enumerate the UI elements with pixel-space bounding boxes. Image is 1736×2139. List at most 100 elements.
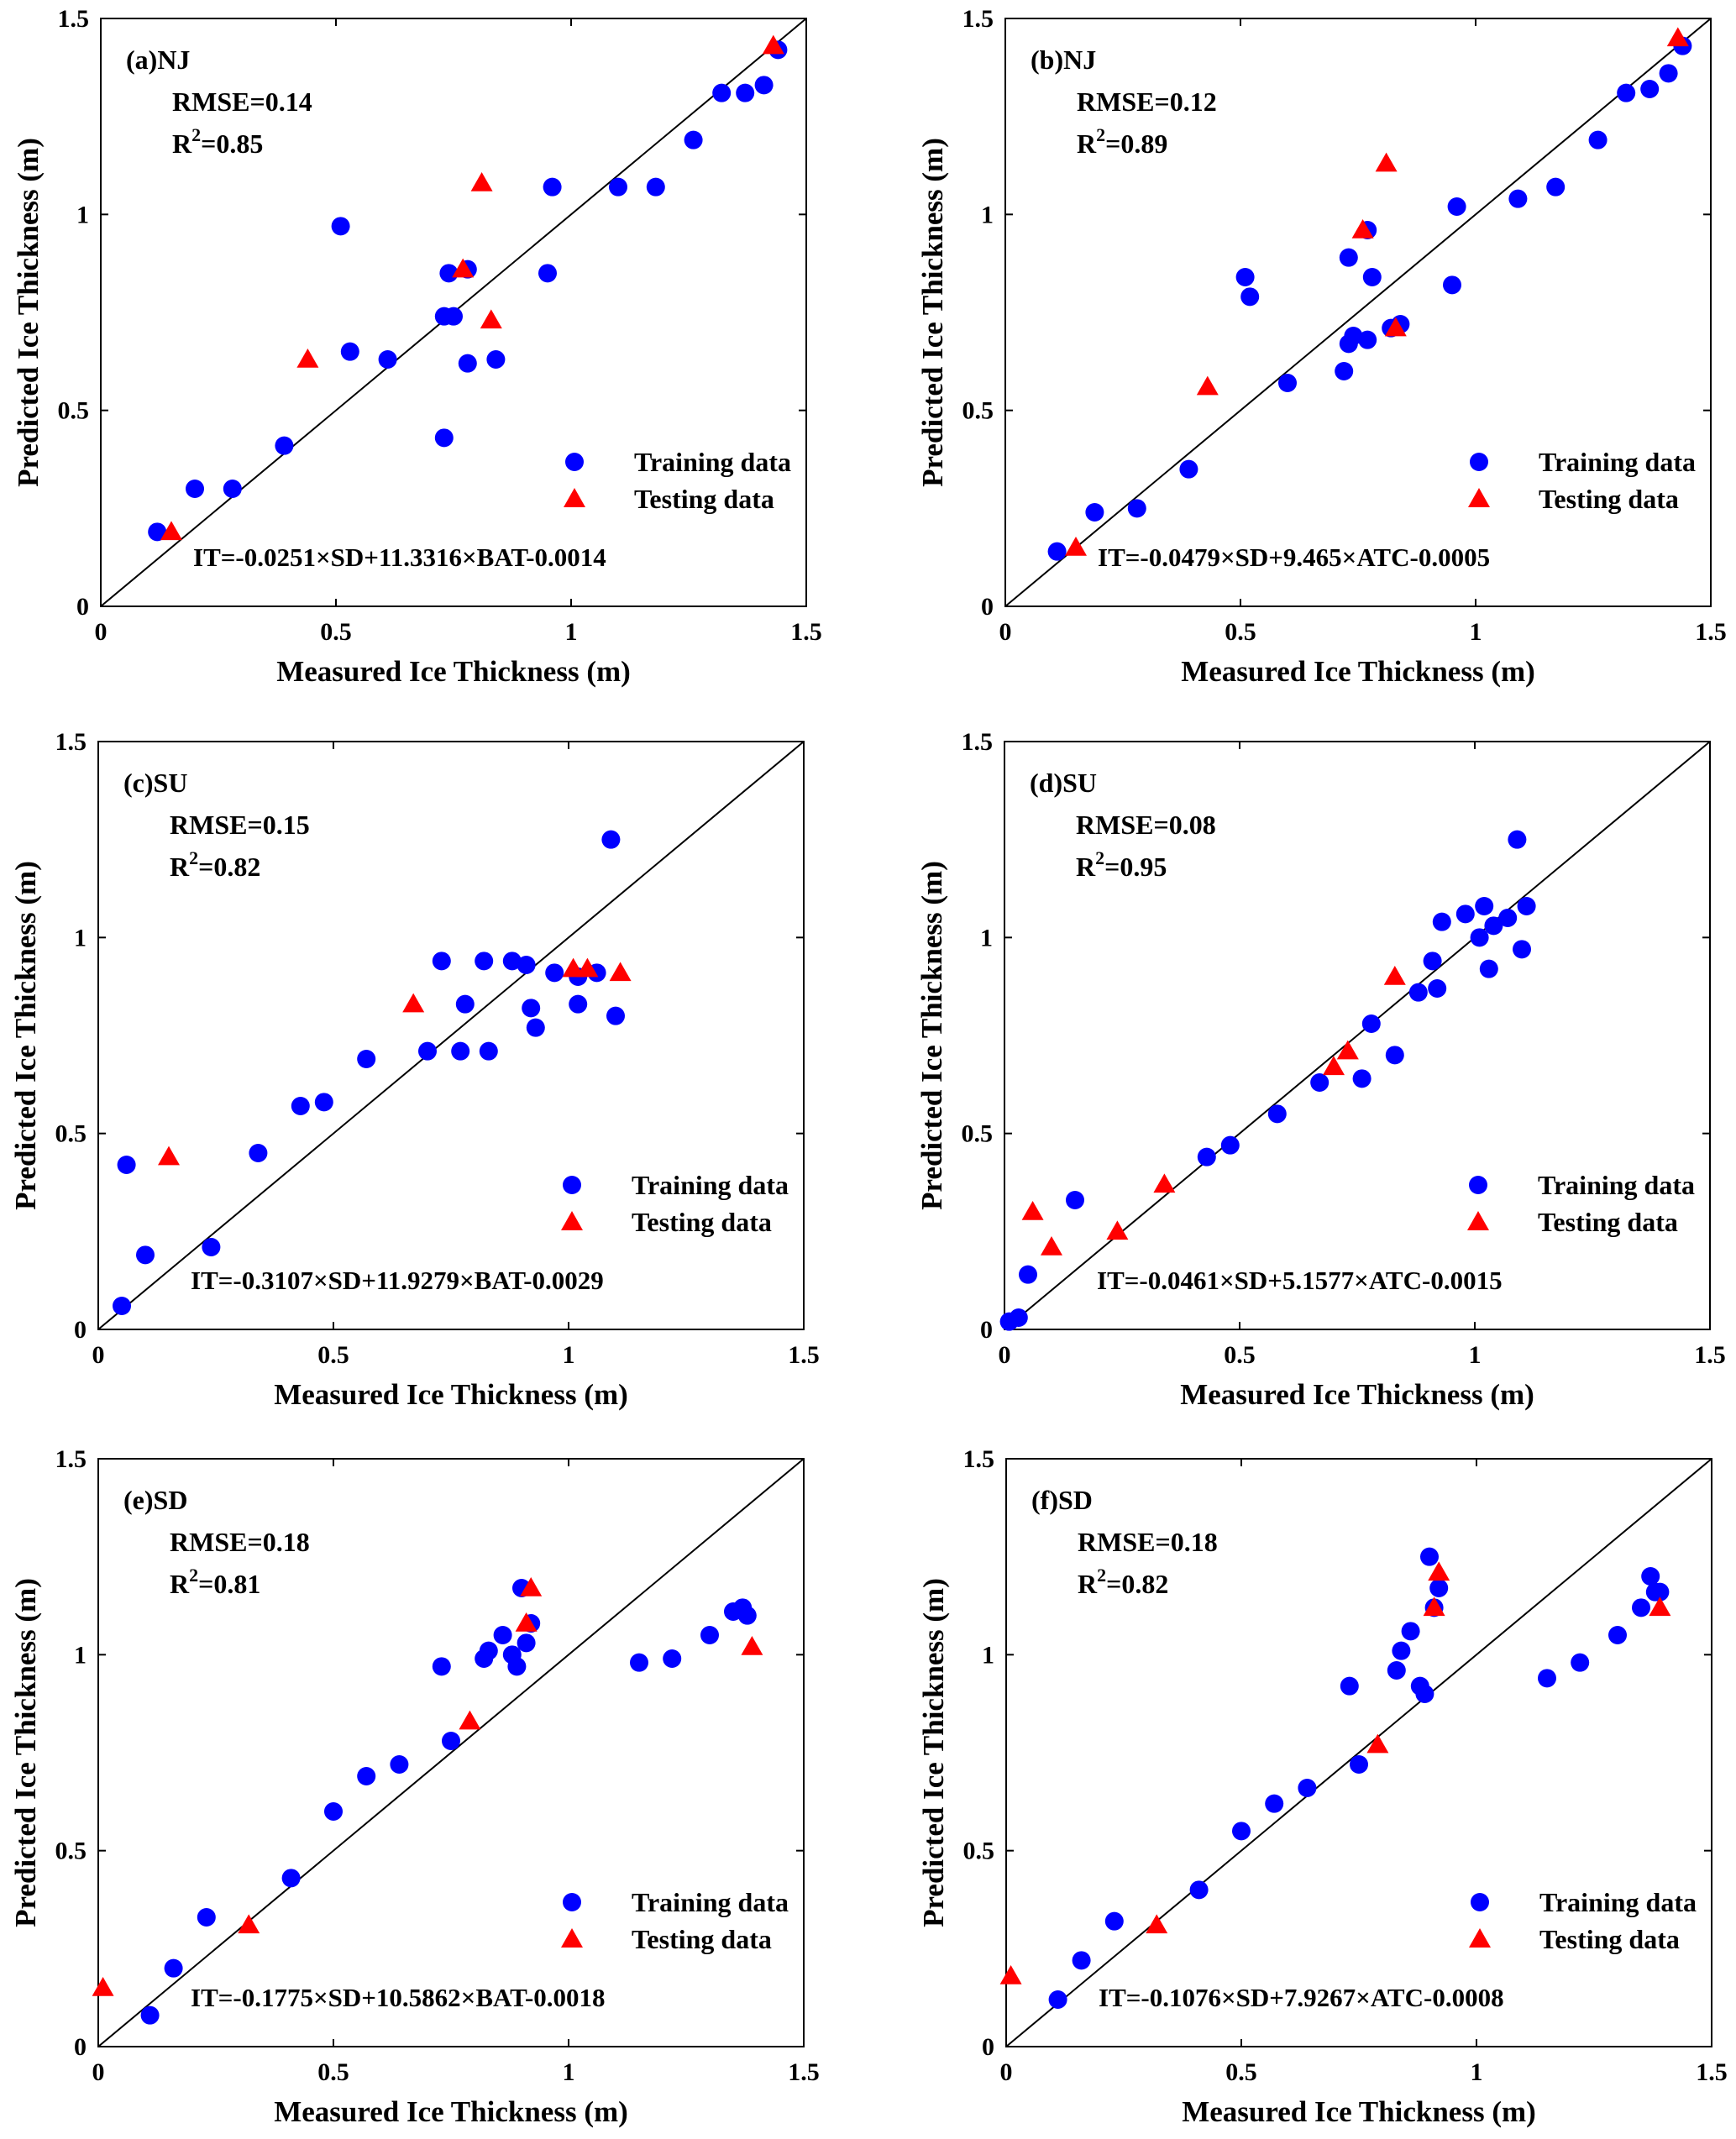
training-point — [1392, 1641, 1411, 1660]
legend-testing-label: Testing data — [1539, 1924, 1680, 1954]
training-point — [1429, 1579, 1449, 1597]
chart-panel: 0 0.5 1 1.5 0 0.5 1 1.5 Measured Ice Thickness (… — [9, 728, 820, 1411]
testing-point — [238, 1914, 260, 1934]
training-point — [148, 522, 167, 542]
training-point — [609, 177, 627, 197]
training-point — [479, 1041, 498, 1061]
training-point — [543, 177, 562, 197]
training-point — [202, 1238, 221, 1256]
regression-equation: IT=-0.1775×SD+10.5862×BAT-0.0018 — [191, 1983, 606, 2012]
training-point — [1517, 897, 1536, 915]
training-point — [1240, 287, 1260, 307]
training-point — [1298, 1779, 1317, 1797]
training-point — [324, 1802, 343, 1821]
training-point — [1588, 130, 1608, 149]
y-axis-label: Predicted Ice Thickness (m) — [9, 1578, 42, 1927]
rmse-label: RMSE=0.14 — [172, 87, 312, 117]
training-point — [1047, 542, 1067, 561]
training-point — [1127, 499, 1146, 518]
regression-equation: IT=-0.3107×SD+11.9279×BAT-0.0029 — [191, 1266, 604, 1295]
y-tick-label: 1 — [982, 1641, 994, 1669]
training-point — [569, 994, 588, 1014]
training-point — [1179, 459, 1198, 479]
x-axis-label: Measured Ice Thickness (m) — [274, 1378, 628, 1411]
training-point — [455, 994, 475, 1014]
training-point — [684, 130, 703, 149]
x-tick-label: 0.5 — [1225, 2058, 1257, 2086]
training-point — [1362, 268, 1382, 286]
training-point — [458, 354, 477, 373]
legend-testing-label: Testing data — [634, 484, 774, 514]
legend-testing-marker — [1469, 1928, 1491, 1948]
training-point — [1235, 268, 1255, 286]
r2-value: =0.95 — [1104, 852, 1167, 882]
training-point — [700, 1626, 719, 1644]
plot-frame — [97, 741, 805, 1330]
x-tick-label: 0.5 — [1225, 618, 1256, 646]
legend: Training data Testing data — [561, 1887, 789, 1954]
y-tick-label: 1 — [980, 924, 993, 952]
training-point — [1387, 1661, 1406, 1680]
r2-prefix: R — [170, 852, 190, 882]
x-tick-label: 1.5 — [1695, 618, 1727, 646]
legend-testing-label: Testing data — [632, 1924, 772, 1954]
training-point — [1344, 327, 1363, 345]
training-point — [390, 1755, 409, 1774]
r2-exponent: 2 — [189, 1565, 198, 1586]
x-tick-label: 1 — [563, 1341, 575, 1369]
panel-label: (c)SU — [123, 768, 187, 798]
training-point — [493, 1626, 512, 1644]
training-point — [197, 1908, 216, 1927]
training-point — [736, 83, 755, 102]
r2-exponent: 2 — [189, 847, 198, 868]
legend-training-label: Training data — [1538, 1170, 1695, 1200]
training-point — [1632, 1598, 1650, 1617]
legend: Training data Testing data — [561, 1170, 789, 1237]
training-point — [1085, 503, 1104, 522]
testing-point — [1428, 1561, 1450, 1581]
y-tick-label: 0 — [76, 593, 89, 621]
chart-panel: 0 0.5 1 1.5 0 0.5 1 1.5 Measured Ice Thickness (… — [12, 5, 822, 688]
training-point — [1352, 1069, 1371, 1088]
testing-point — [1106, 1220, 1129, 1240]
x-tick-label: 1.5 — [788, 1341, 820, 1369]
legend-training-label: Training data — [1539, 447, 1696, 477]
training-point — [1072, 1951, 1091, 1970]
y-tick-label: 0.5 — [58, 397, 90, 425]
plot-frame — [97, 1458, 805, 2047]
y-tick-label: 1.5 — [963, 1445, 995, 1473]
training-point — [1197, 1147, 1216, 1166]
r2-prefix: R — [1076, 852, 1096, 882]
x-tick-label: 0 — [999, 618, 1012, 646]
x-tick-label: 1 — [563, 2058, 575, 2086]
y-tick-label: 1 — [76, 201, 89, 228]
training-point — [1484, 916, 1503, 936]
training-point — [517, 1633, 536, 1653]
training-point — [1358, 330, 1377, 349]
testing-point — [1146, 1914, 1168, 1934]
testing-point — [1666, 27, 1689, 47]
training-point — [1650, 1582, 1670, 1602]
training-point — [1475, 897, 1494, 915]
r2-value: =0.85 — [201, 128, 263, 159]
training-point — [434, 428, 454, 448]
testing-point — [1336, 1040, 1359, 1060]
testing-point — [562, 957, 585, 978]
training-point — [357, 1767, 376, 1785]
legend-testing-marker — [564, 488, 585, 507]
training-point — [291, 1097, 310, 1115]
training-point — [1659, 64, 1678, 83]
training-point — [522, 999, 541, 1018]
reference-line — [1005, 1458, 1712, 2047]
legend-training-label: Training data — [634, 447, 791, 477]
legend-training-marker — [1469, 1176, 1487, 1194]
x-tick-label: 0 — [92, 2058, 105, 2086]
training-point — [439, 264, 459, 283]
training-point — [444, 307, 463, 326]
testing-point — [1153, 1173, 1176, 1193]
training-point — [1009, 1308, 1028, 1327]
y-axis-label: Predicted Ice Thickness (m) — [9, 861, 42, 1210]
testing-point — [1323, 1056, 1345, 1076]
y-tick-label: 0.5 — [962, 1120, 994, 1148]
testing-point — [452, 258, 475, 278]
